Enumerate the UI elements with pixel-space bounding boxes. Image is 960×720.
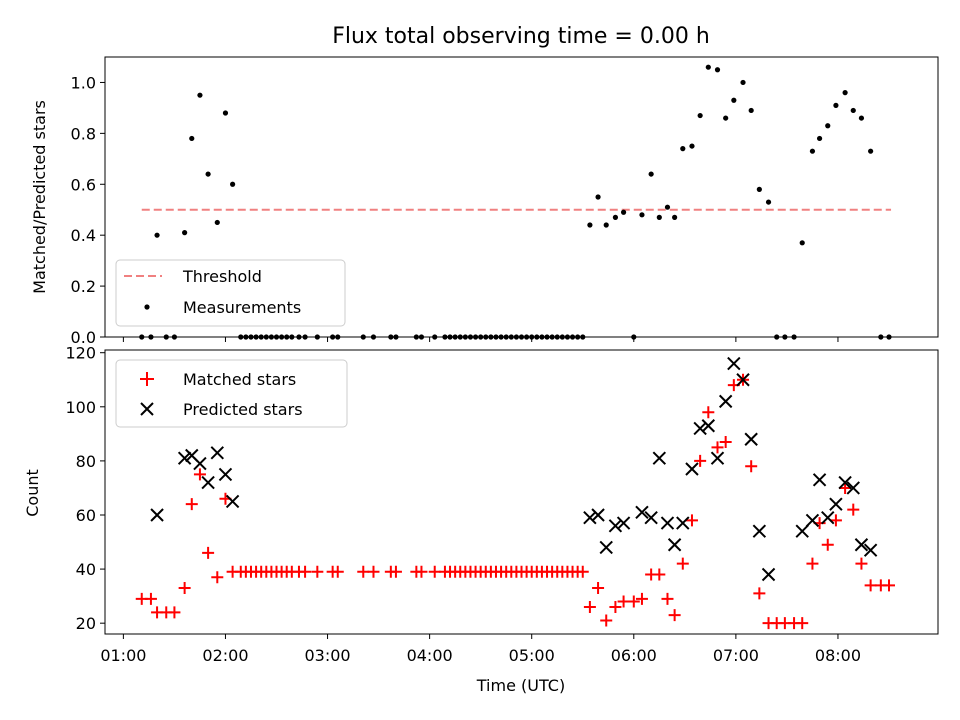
top-ytick-label: 0.8 — [71, 124, 96, 143]
measurement-point — [206, 171, 211, 176]
top-ytick-label: 0.2 — [71, 277, 96, 296]
measurement-point — [182, 230, 187, 235]
measurement-point — [197, 93, 202, 98]
bottom-xtick-label: 07:00 — [713, 646, 759, 665]
legend-threshold-label: Threshold — [182, 267, 262, 286]
measurement-point — [649, 171, 654, 176]
measurement-point — [766, 199, 771, 204]
legend-matched-label: Matched stars — [183, 370, 296, 389]
bottom-ytick-label: 40 — [76, 560, 96, 579]
measurement-point — [215, 220, 220, 225]
legend-measurements-label: Measurements — [183, 298, 301, 317]
top-ytick-label: 1.0 — [71, 73, 96, 92]
top-ytick-label: 0.6 — [71, 175, 96, 194]
measurement-point — [859, 115, 864, 120]
measurement-point — [587, 222, 592, 227]
bottom-xlabel: Time (UTC) — [476, 676, 565, 695]
measurement-point — [817, 136, 822, 141]
chart-title: Flux total observing time = 0.00 h — [332, 24, 710, 49]
measurement-point — [689, 143, 694, 148]
measurement-point — [715, 67, 720, 72]
legend-measurements-swatch — [144, 304, 149, 309]
measurement-point — [698, 113, 703, 118]
measurement-point — [810, 149, 815, 154]
top-ytick-label: 0.4 — [71, 226, 96, 245]
measurement-point — [665, 205, 670, 210]
measurement-point — [851, 108, 856, 113]
measurement-point — [189, 136, 194, 141]
bottom-xtick-label: 01:00 — [100, 646, 146, 665]
measurement-point — [639, 212, 644, 217]
measurement-point — [706, 65, 711, 70]
measurement-point — [740, 80, 745, 85]
measurement-point — [800, 240, 805, 245]
measurement-point — [604, 222, 609, 227]
bottom-xtick-label: 05:00 — [509, 646, 555, 665]
bottom-xtick-label: 03:00 — [304, 646, 350, 665]
measurement-point — [833, 103, 838, 108]
measurement-point — [825, 123, 830, 128]
bottom-xtick-label: 08:00 — [815, 646, 861, 665]
measurement-point — [595, 194, 600, 199]
measurement-point — [757, 187, 762, 192]
bottom-ytick-label: 60 — [76, 506, 96, 525]
measurement-point — [154, 233, 159, 238]
bottom-ytick-label: 80 — [76, 452, 96, 471]
legend-predicted-label: Predicted stars — [183, 400, 303, 419]
measurement-point — [657, 215, 662, 220]
measurement-point — [868, 149, 873, 154]
bottom-xtick-label: 02:00 — [202, 646, 248, 665]
measurement-point — [223, 110, 228, 115]
measurement-point — [680, 146, 685, 151]
measurement-point — [613, 215, 618, 220]
top-ylabel: Matched/Predicted stars — [30, 100, 49, 294]
measurement-point — [723, 115, 728, 120]
bottom-ytick-label: 120 — [65, 344, 96, 363]
measurement-point — [731, 98, 736, 103]
measurement-point — [672, 215, 677, 220]
bottom-legend: Matched stars Predicted stars — [116, 360, 347, 427]
bottom-ylabel: Count — [23, 469, 42, 517]
chart-figure: Flux total observing time = 0.00 h 0.00.… — [0, 0, 960, 720]
bottom-ytick-label: 100 — [65, 398, 96, 417]
measurement-point — [230, 182, 235, 187]
bottom-ytick-label: 20 — [76, 614, 96, 633]
measurement-point — [843, 90, 848, 95]
bottom-xtick-label: 04:00 — [407, 646, 453, 665]
measurement-point — [621, 210, 626, 215]
bottom-xtick-label: 06:00 — [611, 646, 657, 665]
top-legend: Threshold Measurements — [116, 260, 345, 326]
measurement-point — [749, 108, 754, 113]
